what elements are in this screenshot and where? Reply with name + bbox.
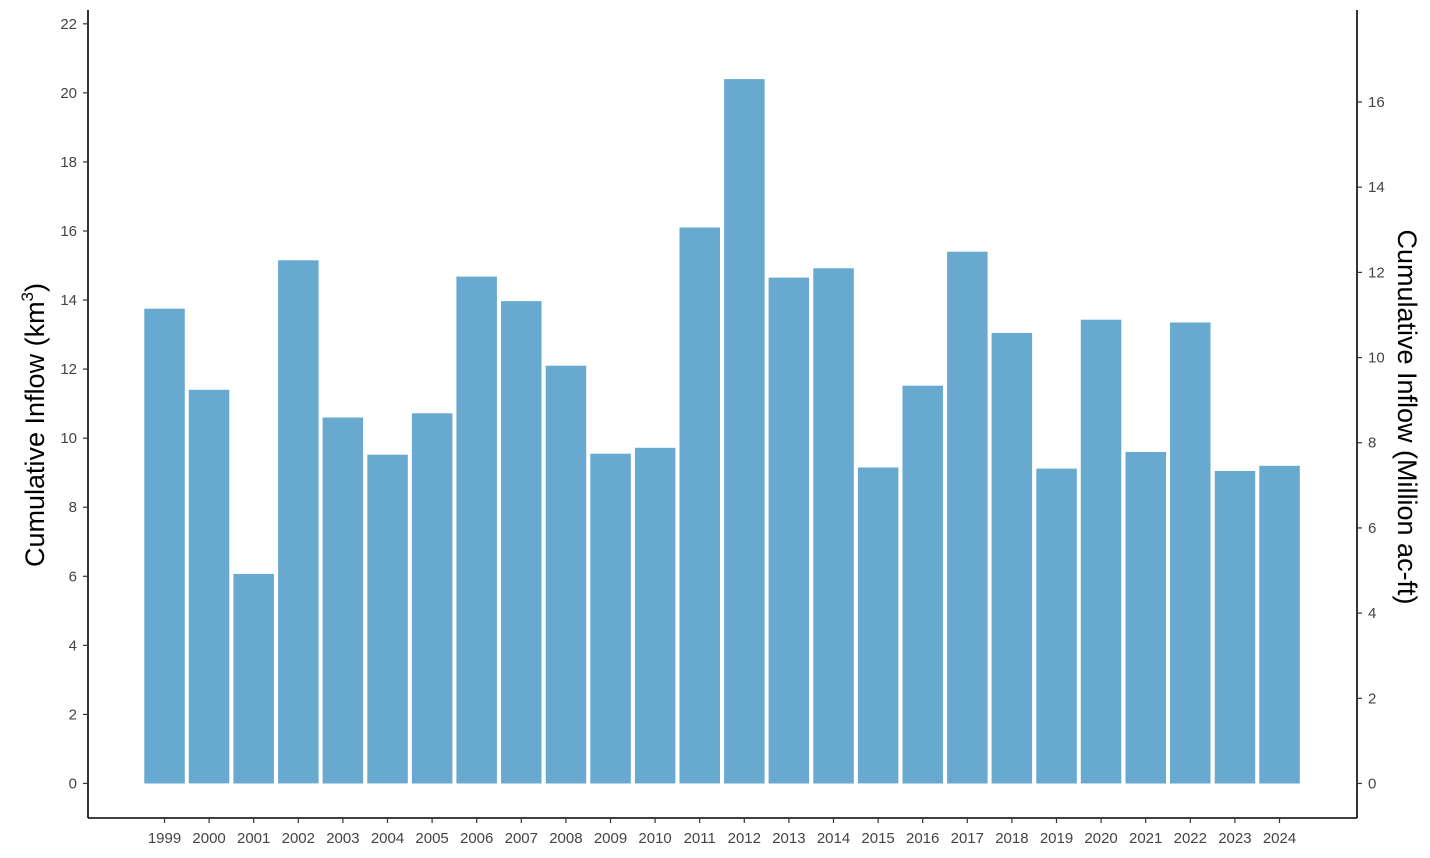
bar-2009	[590, 453, 631, 784]
right-y-tick-label: 2	[1368, 690, 1376, 707]
right-y-tick-label: 4	[1368, 605, 1376, 622]
left-y-tick-label: 8	[69, 499, 77, 516]
bar-2016	[902, 385, 943, 784]
bars-group	[144, 79, 1300, 784]
x-tick-label: 2024	[1263, 830, 1296, 847]
left-y-tick-label: 10	[60, 430, 77, 447]
bar-2013	[768, 277, 810, 784]
left-y-tick-label: 14	[60, 292, 77, 309]
left-y-tick-label: 2	[69, 706, 77, 723]
bar-2017	[947, 251, 988, 784]
bar-2022	[1170, 322, 1211, 784]
right-y-tick-label: 12	[1368, 264, 1385, 281]
bar-2019	[1036, 468, 1077, 784]
x-tick-label: 2013	[772, 830, 805, 847]
right-y-tick-label: 6	[1368, 520, 1376, 537]
left-y-axis-title-suffix: )	[20, 283, 50, 292]
bar-1999	[144, 308, 185, 784]
x-tick-label: 2016	[906, 830, 939, 847]
left-y-tick-label: 18	[60, 154, 77, 171]
bar-2008	[545, 365, 587, 784]
bar-2023	[1214, 471, 1256, 784]
right-y-tick-label: 16	[1368, 94, 1385, 111]
left-y-tick-label: 0	[69, 775, 77, 792]
bar-2018	[991, 332, 1033, 784]
x-tick-label: 2022	[1174, 830, 1207, 847]
bar-2010	[634, 447, 676, 784]
left-y-tick-label: 20	[60, 85, 77, 102]
right-y-axis-title: Cumulative Inflow (Million ac-ft)	[1392, 229, 1422, 604]
x-tick-label: 2017	[951, 830, 984, 847]
right-y-axis: 0 2 4 6 8 10 12 14 16	[1356, 10, 1385, 818]
right-y-tick-label: 0	[1368, 775, 1376, 792]
left-y-tick-label: 22	[60, 16, 77, 33]
bar-2001	[233, 573, 274, 784]
bar-2007	[501, 301, 542, 784]
x-tick-label: 2001	[237, 830, 270, 847]
x-tick-label: 2012	[728, 830, 761, 847]
bar-2005	[411, 413, 453, 784]
x-tick-label: 2020	[1084, 830, 1117, 847]
bar-2021	[1125, 452, 1166, 784]
bar-2000	[188, 389, 230, 784]
left-y-axis-title: Cumulative Inflow (km3)	[18, 283, 50, 567]
left-y-tick-label: 4	[69, 637, 77, 654]
x-tick-label: 2018	[995, 830, 1028, 847]
x-tick-label: 2003	[326, 830, 359, 847]
x-tick-label: 2023	[1218, 830, 1251, 847]
bar-2011	[679, 227, 720, 784]
x-tick-label: 2007	[505, 830, 538, 847]
x-tick-label: 2011	[684, 830, 716, 847]
x-tick-label: 1999	[148, 830, 181, 847]
bar-2014	[813, 268, 854, 784]
x-tick-label: 2004	[371, 830, 404, 847]
x-tick-label: 2008	[549, 830, 582, 847]
x-tick-label: 2010	[638, 830, 671, 847]
bar-2015	[857, 467, 899, 784]
left-y-axis-title-superscript: 3	[18, 292, 37, 301]
x-tick-label: 2006	[460, 830, 493, 847]
x-tick-label: 2014	[817, 830, 850, 847]
x-tick-label: 2002	[282, 830, 315, 847]
right-y-tick-label: 10	[1368, 350, 1385, 367]
bar-2006	[456, 276, 497, 784]
x-tick-label: 2015	[861, 830, 894, 847]
x-tick-label: 2000	[192, 830, 225, 847]
bar-2020	[1080, 319, 1122, 784]
bar-2004	[367, 454, 408, 784]
right-y-tick-label: 14	[1368, 179, 1385, 196]
bar-2024	[1259, 465, 1300, 784]
bar-2002	[278, 260, 319, 784]
left-y-tick-label: 12	[60, 361, 77, 378]
x-tick-label: 2021	[1129, 830, 1162, 847]
left-y-tick-label: 6	[69, 568, 77, 585]
x-tick-label: 2009	[594, 830, 627, 847]
left-y-axis: 0 2 4 6 8 10 12 14 16 18 20 22	[60, 10, 89, 818]
x-tick-label: 2005	[415, 830, 448, 847]
x-tick-label: 2019	[1040, 830, 1073, 847]
left-y-axis-title-main: Cumulative Inflow (km	[20, 301, 50, 567]
bar-2012	[724, 79, 765, 784]
left-y-tick-label: 16	[60, 223, 77, 240]
x-axis: 1999 2000 2001 2002 2003 2004 2005 2006 2007 2008…	[88, 817, 1357, 847]
bar-2003	[322, 417, 364, 784]
right-y-tick-label: 8	[1368, 435, 1376, 452]
